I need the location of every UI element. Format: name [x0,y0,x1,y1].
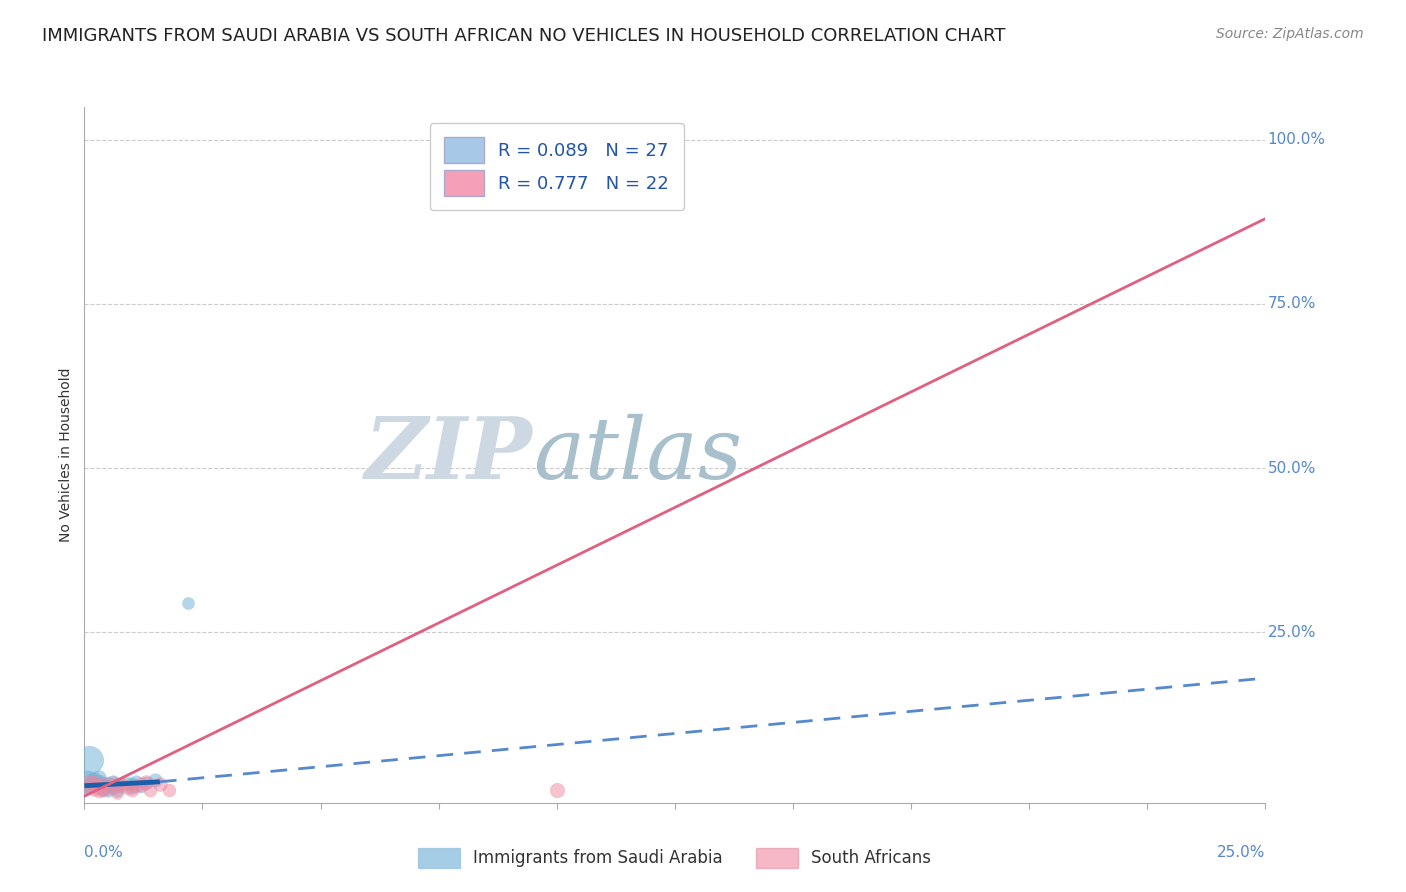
Point [111,777,134,791]
Point [149,777,172,791]
Text: 25.0%: 25.0% [1218,845,1265,860]
Point [91,782,114,797]
Text: Source: ZipAtlas.com: Source: ZipAtlas.com [1216,27,1364,41]
Point [107,784,129,798]
Point [125,774,148,789]
Point [121,782,143,797]
Point [77,777,100,791]
Point [115,776,138,790]
Point [157,782,180,797]
Point [101,776,124,790]
Text: 50.0%: 50.0% [1268,460,1316,475]
Point [77,776,100,790]
Legend: Immigrants from Saudi Arabia, South Africans: Immigrants from Saudi Arabia, South Afri… [412,841,938,875]
Point [91,777,114,791]
Text: IMMIGRANTS FROM SAUDI ARABIA VS SOUTH AFRICAN NO VEHICLES IN HOUSEHOLD CORRELATI: IMMIGRANTS FROM SAUDI ARABIA VS SOUTH AF… [42,27,1005,45]
Point [87,770,110,784]
Point [115,781,138,796]
Text: atlas: atlas [533,414,742,496]
Point [87,774,110,789]
Text: 100.0%: 100.0% [1268,132,1326,147]
Y-axis label: No Vehicles in Household: No Vehicles in Household [59,368,73,542]
Point [76,774,98,789]
Point [125,780,148,794]
Point [107,786,129,800]
Point [129,779,152,793]
Point [97,784,120,798]
Point [87,784,110,798]
Point [77,780,100,794]
Text: 25.0%: 25.0% [1268,624,1316,640]
Point [83,777,105,791]
Point [101,781,124,796]
Text: 0.0%: 0.0% [84,845,124,860]
Point [87,780,110,794]
Point [129,777,152,791]
Point [177,596,200,610]
Point [97,776,120,790]
Point [143,772,166,787]
Point [451,166,474,180]
Text: 75.0%: 75.0% [1268,296,1316,311]
Point [101,774,124,789]
Point [121,777,143,791]
Point [139,782,162,797]
Point [91,782,114,797]
Point [107,780,129,794]
Point [107,777,129,791]
Point [83,772,105,787]
Point [97,780,120,794]
Point [87,781,110,796]
Point [77,753,100,767]
Point [83,776,105,790]
Text: ZIP: ZIP [366,413,533,497]
Point [97,781,120,796]
Legend: R = 0.089   N = 27, R = 0.777   N = 22: R = 0.089 N = 27, R = 0.777 N = 22 [430,123,683,211]
Point [83,781,105,796]
Point [91,777,114,791]
Point [121,781,143,796]
Point [111,780,134,794]
Point [135,774,157,789]
Point [546,782,568,797]
Point [135,776,157,790]
